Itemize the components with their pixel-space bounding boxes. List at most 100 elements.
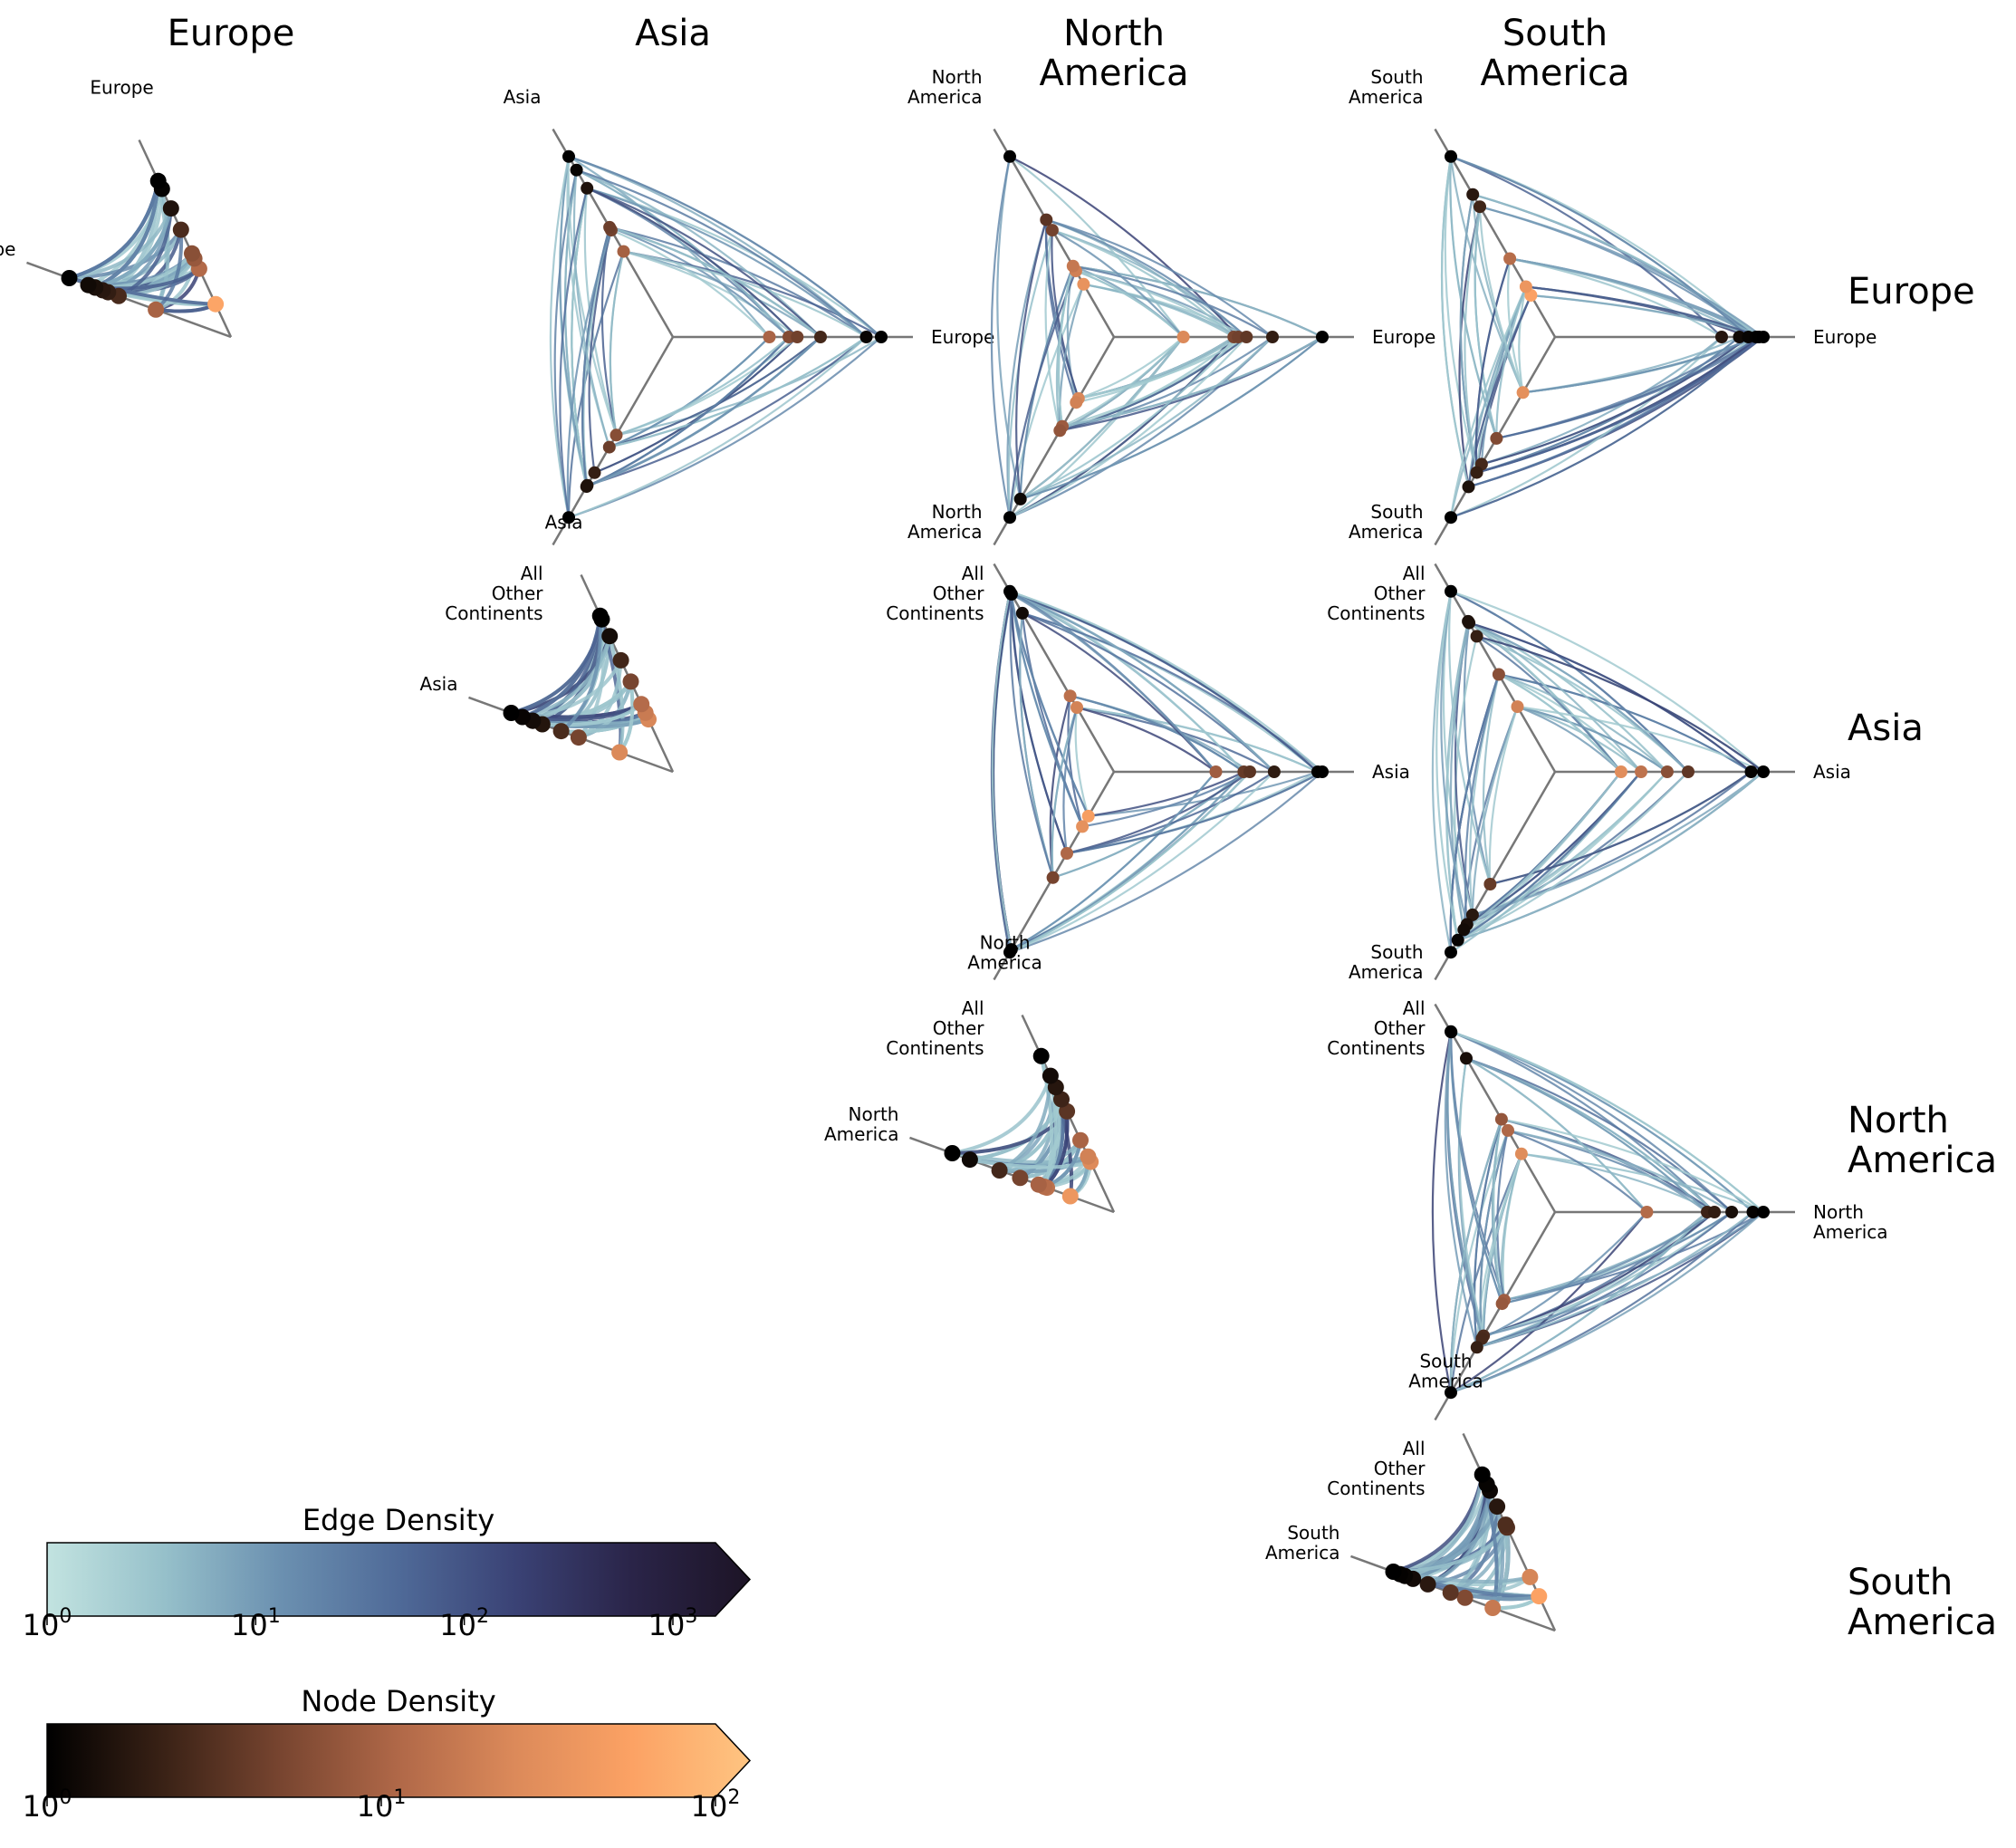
hive-axis-labels: South America Europe All Other Continents bbox=[1327, 66, 1877, 624]
hive-edge bbox=[1496, 1130, 1510, 1301]
axis-label: All Other Continents bbox=[886, 563, 984, 624]
axis-label: North America bbox=[907, 501, 983, 543]
axis-label: South America bbox=[1349, 66, 1424, 108]
hive-axis bbox=[993, 336, 1116, 546]
hive-edge bbox=[1446, 1032, 1485, 1336]
hive-node bbox=[503, 705, 520, 721]
hive-axis-labels: South America North America All Other Continen… bbox=[1327, 941, 1887, 1499]
hive-edge bbox=[1051, 707, 1079, 878]
hive-edge bbox=[1448, 591, 1492, 885]
hive-node bbox=[1462, 614, 1475, 628]
hive-node bbox=[1385, 1564, 1402, 1580]
hive-edge bbox=[1449, 622, 1471, 930]
hive-node bbox=[1080, 1148, 1097, 1165]
hive-node bbox=[207, 295, 225, 313]
hive-edge bbox=[1066, 771, 1275, 855]
hive-nodes bbox=[562, 149, 888, 525]
hive-node bbox=[1715, 331, 1728, 343]
axis-label: Europe bbox=[1372, 326, 1435, 348]
hive-edge bbox=[1521, 1152, 1715, 1213]
hive-node bbox=[562, 511, 575, 525]
hive-edge bbox=[1472, 771, 1764, 916]
axis-label: All Other Continents bbox=[1327, 563, 1426, 624]
hive-edge bbox=[1450, 1030, 1715, 1213]
hive-node bbox=[1266, 331, 1279, 343]
hive-node bbox=[184, 245, 200, 262]
hive-edge bbox=[1008, 284, 1085, 518]
colorbar-tick-label: 101 bbox=[231, 1605, 281, 1642]
axis-label: South America bbox=[1265, 1522, 1340, 1564]
hive-panel: North America Asia All Other Continents bbox=[886, 501, 1410, 1059]
row-headers: Europe Asia North America South America bbox=[1848, 271, 1997, 1643]
hive-edge bbox=[1431, 1031, 1453, 1393]
hive-node bbox=[1240, 331, 1253, 343]
hive-edge bbox=[609, 226, 821, 338]
hive-nodes bbox=[1445, 1025, 1770, 1400]
hive-node bbox=[1081, 809, 1095, 823]
hive-edge bbox=[1020, 336, 1185, 500]
axis-label: South America bbox=[1349, 501, 1424, 543]
hive-edge bbox=[1495, 286, 1527, 438]
hive-node bbox=[944, 1145, 961, 1161]
hive-edge bbox=[1075, 270, 1185, 338]
hive-edge bbox=[1010, 593, 1084, 827]
colorbar-title: Node Density bbox=[301, 1684, 495, 1718]
hive-node bbox=[1445, 511, 1457, 525]
hive-edge bbox=[1010, 592, 1275, 773]
hive-node bbox=[591, 607, 609, 624]
hive-nodes bbox=[1445, 149, 1770, 525]
hive-edge bbox=[1009, 771, 1251, 954]
hive-edge bbox=[1509, 257, 1757, 338]
hive-edge bbox=[1464, 1527, 1509, 1600]
axis-label: Asia bbox=[1372, 761, 1410, 783]
hive-node bbox=[791, 331, 804, 343]
hive-node bbox=[1514, 1147, 1528, 1160]
hive-node bbox=[1003, 511, 1016, 525]
hive-node bbox=[80, 276, 97, 294]
hive-axis-labels: North America Asia All Other Continents bbox=[886, 501, 1410, 1059]
hive-node bbox=[1267, 765, 1281, 778]
hive-edge bbox=[1009, 155, 1185, 338]
hive-node bbox=[1061, 1188, 1079, 1205]
hive-edge bbox=[94, 180, 160, 290]
hive-edge bbox=[1061, 336, 1323, 428]
hive-edge bbox=[594, 336, 799, 474]
hive-panel: North America North America bbox=[824, 932, 1116, 1214]
hive-edge bbox=[1474, 258, 1512, 473]
hive-panel: Asia Asia bbox=[420, 512, 675, 774]
colorbar-tick-label: 102 bbox=[439, 1605, 489, 1642]
hive-node bbox=[859, 331, 873, 343]
hive-edge bbox=[1476, 336, 1764, 474]
hive-panel: Asia Europe All Other Continents bbox=[445, 86, 994, 624]
hive-edge bbox=[1051, 229, 1235, 338]
hive-edge bbox=[1479, 1130, 1510, 1339]
hive-edge bbox=[559, 188, 589, 518]
axis-label: All Other Continents bbox=[1327, 997, 1426, 1059]
hive-node bbox=[1072, 1131, 1089, 1149]
hive-edge bbox=[623, 250, 868, 338]
hive-edge bbox=[969, 1158, 1091, 1169]
hive-edge bbox=[1525, 285, 1760, 339]
hive-edge bbox=[623, 250, 798, 338]
hive-panels: Europe Europe Asia Europe AllOtherContinents… bbox=[0, 66, 1888, 1632]
hive-edge bbox=[1488, 706, 1519, 885]
hive-node bbox=[1030, 1176, 1047, 1193]
hive-edges bbox=[990, 590, 1323, 954]
row-header: North America bbox=[1848, 1100, 1997, 1181]
hive-edge bbox=[952, 1074, 1052, 1155]
hive-edge bbox=[1449, 1119, 1502, 1393]
hive-node bbox=[1516, 386, 1530, 399]
hive-node bbox=[633, 696, 650, 713]
hive-node bbox=[580, 480, 593, 494]
hive-edge bbox=[1463, 771, 1622, 931]
hive-node bbox=[961, 1151, 978, 1169]
hive-axis-labels: Asia Asia bbox=[420, 512, 583, 695]
hive-axis bbox=[1434, 1211, 1557, 1421]
hive-axis-labels: North America North America bbox=[824, 932, 1042, 1145]
hive-node bbox=[1746, 1206, 1760, 1218]
hive-node bbox=[1316, 331, 1329, 343]
hive-node bbox=[1470, 1341, 1483, 1354]
hive-edge bbox=[1476, 1211, 1733, 1349]
hive-edge bbox=[1496, 336, 1760, 439]
hive-edge bbox=[1481, 1153, 1522, 1339]
